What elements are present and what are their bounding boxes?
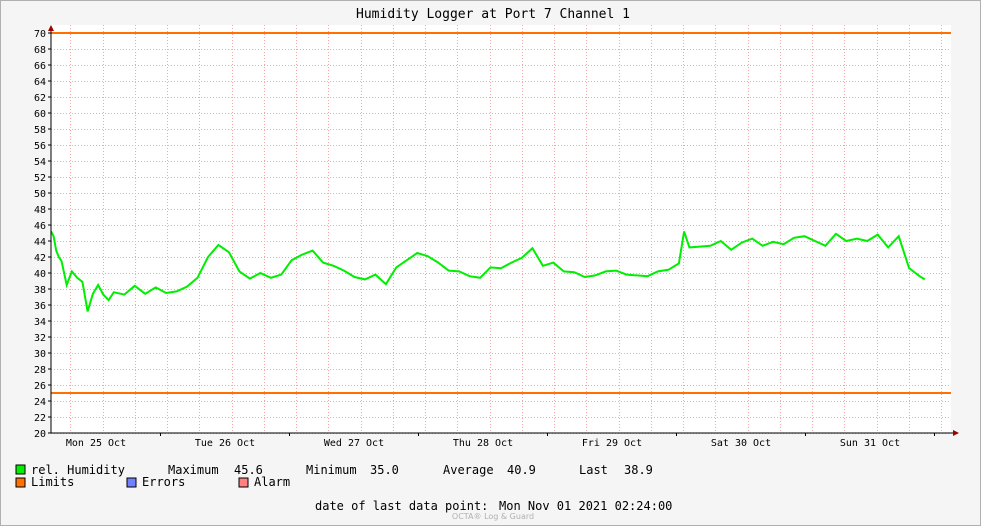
y-tick-label: 28	[34, 365, 46, 376]
watermark: OCTA® Log & Guard	[452, 512, 534, 521]
x-tick-label: Thu 28 Oct	[453, 438, 513, 449]
y-tick-label: 50	[34, 189, 46, 200]
y-tick-label: 36	[34, 301, 46, 312]
y-tick-label: 60	[34, 109, 46, 120]
stat-min-value: 35.0	[370, 463, 399, 477]
stat-avg-label: Average	[443, 463, 494, 477]
y-tick-label: 52	[34, 173, 46, 184]
legend-swatch-errors	[126, 477, 137, 488]
y-tick-label: 26	[34, 381, 46, 392]
y-tick-label: 38	[34, 285, 46, 296]
legend-label-errors: Errors	[142, 475, 185, 489]
y-tick-label: 62	[34, 93, 46, 104]
y-tick-label: 20	[34, 429, 46, 440]
x-tick-label: Sun 31 Oct	[840, 438, 900, 449]
legend-label-limits: Limits	[31, 475, 74, 489]
plot-area	[51, 25, 951, 433]
x-axis-ticks: Mon 25 Oct Tue 26 Oct Wed 27 Oct Thu 28 Oct…	[66, 433, 935, 449]
stat-min-label: Minimum	[306, 463, 357, 477]
y-tick-label: 32	[34, 333, 46, 344]
y-tick-label: 58	[34, 125, 46, 136]
y-tick-label: 42	[34, 253, 46, 264]
y-tick-label: 40	[34, 269, 46, 280]
legend-label-alarm: Alarm	[254, 475, 290, 489]
y-tick-label: 22	[34, 413, 46, 424]
last-data-point-value: Mon Nov 01 2021 02:24:00	[499, 499, 672, 513]
y-tick-label: 56	[34, 141, 46, 152]
legend-swatch-limits	[15, 477, 26, 488]
y-axis-ticks: 20 22 24 26 28 30 32 34 36 38 40 42 44 46 48 50 52 54 56 58…	[34, 29, 51, 440]
x-tick-label: Mon 25 Oct	[66, 438, 126, 449]
series-line-rel-humidity	[50, 230, 926, 312]
y-tick-label: 64	[34, 77, 46, 88]
x-axis-arrow	[953, 430, 959, 436]
x-tick-label: Tue 26 Oct	[195, 438, 255, 449]
y-tick-label: 34	[34, 317, 46, 328]
stat-avg-value: 40.9	[507, 463, 536, 477]
stat-max-value: 45.6	[234, 463, 263, 477]
stat-last-value: 38.9	[624, 463, 653, 477]
y-tick-label: 68	[34, 45, 46, 56]
y-tick-label: 46	[34, 221, 46, 232]
last-data-point-label: date of last data point:	[315, 499, 488, 513]
y-tick-label: 70	[34, 29, 46, 40]
x-tick-label: Fri 29 Oct	[582, 438, 642, 449]
legend-swatch-humidity	[15, 464, 26, 475]
y-tick-label: 44	[34, 237, 46, 248]
axes	[48, 25, 959, 436]
x-tick-label: Wed 27 Oct	[324, 438, 384, 449]
y-tick-label: 66	[34, 61, 46, 72]
y-axis-arrow	[48, 25, 54, 31]
stat-last-label: Last	[579, 463, 608, 477]
x-tick-label: Sat 30 Oct	[711, 438, 771, 449]
legend-label-humidity: rel. Humidity	[31, 463, 125, 477]
chart-title: Humidity Logger at Port 7 Channel 1	[356, 7, 630, 22]
y-tick-label: 54	[34, 157, 46, 168]
legend-swatch-alarm	[238, 477, 249, 488]
y-tick-label: 30	[34, 349, 46, 360]
stat-max-label: Maximum	[168, 463, 219, 477]
y-tick-label: 24	[34, 397, 46, 408]
y-tick-label: 48	[34, 205, 46, 216]
limit-lines	[51, 32, 951, 394]
